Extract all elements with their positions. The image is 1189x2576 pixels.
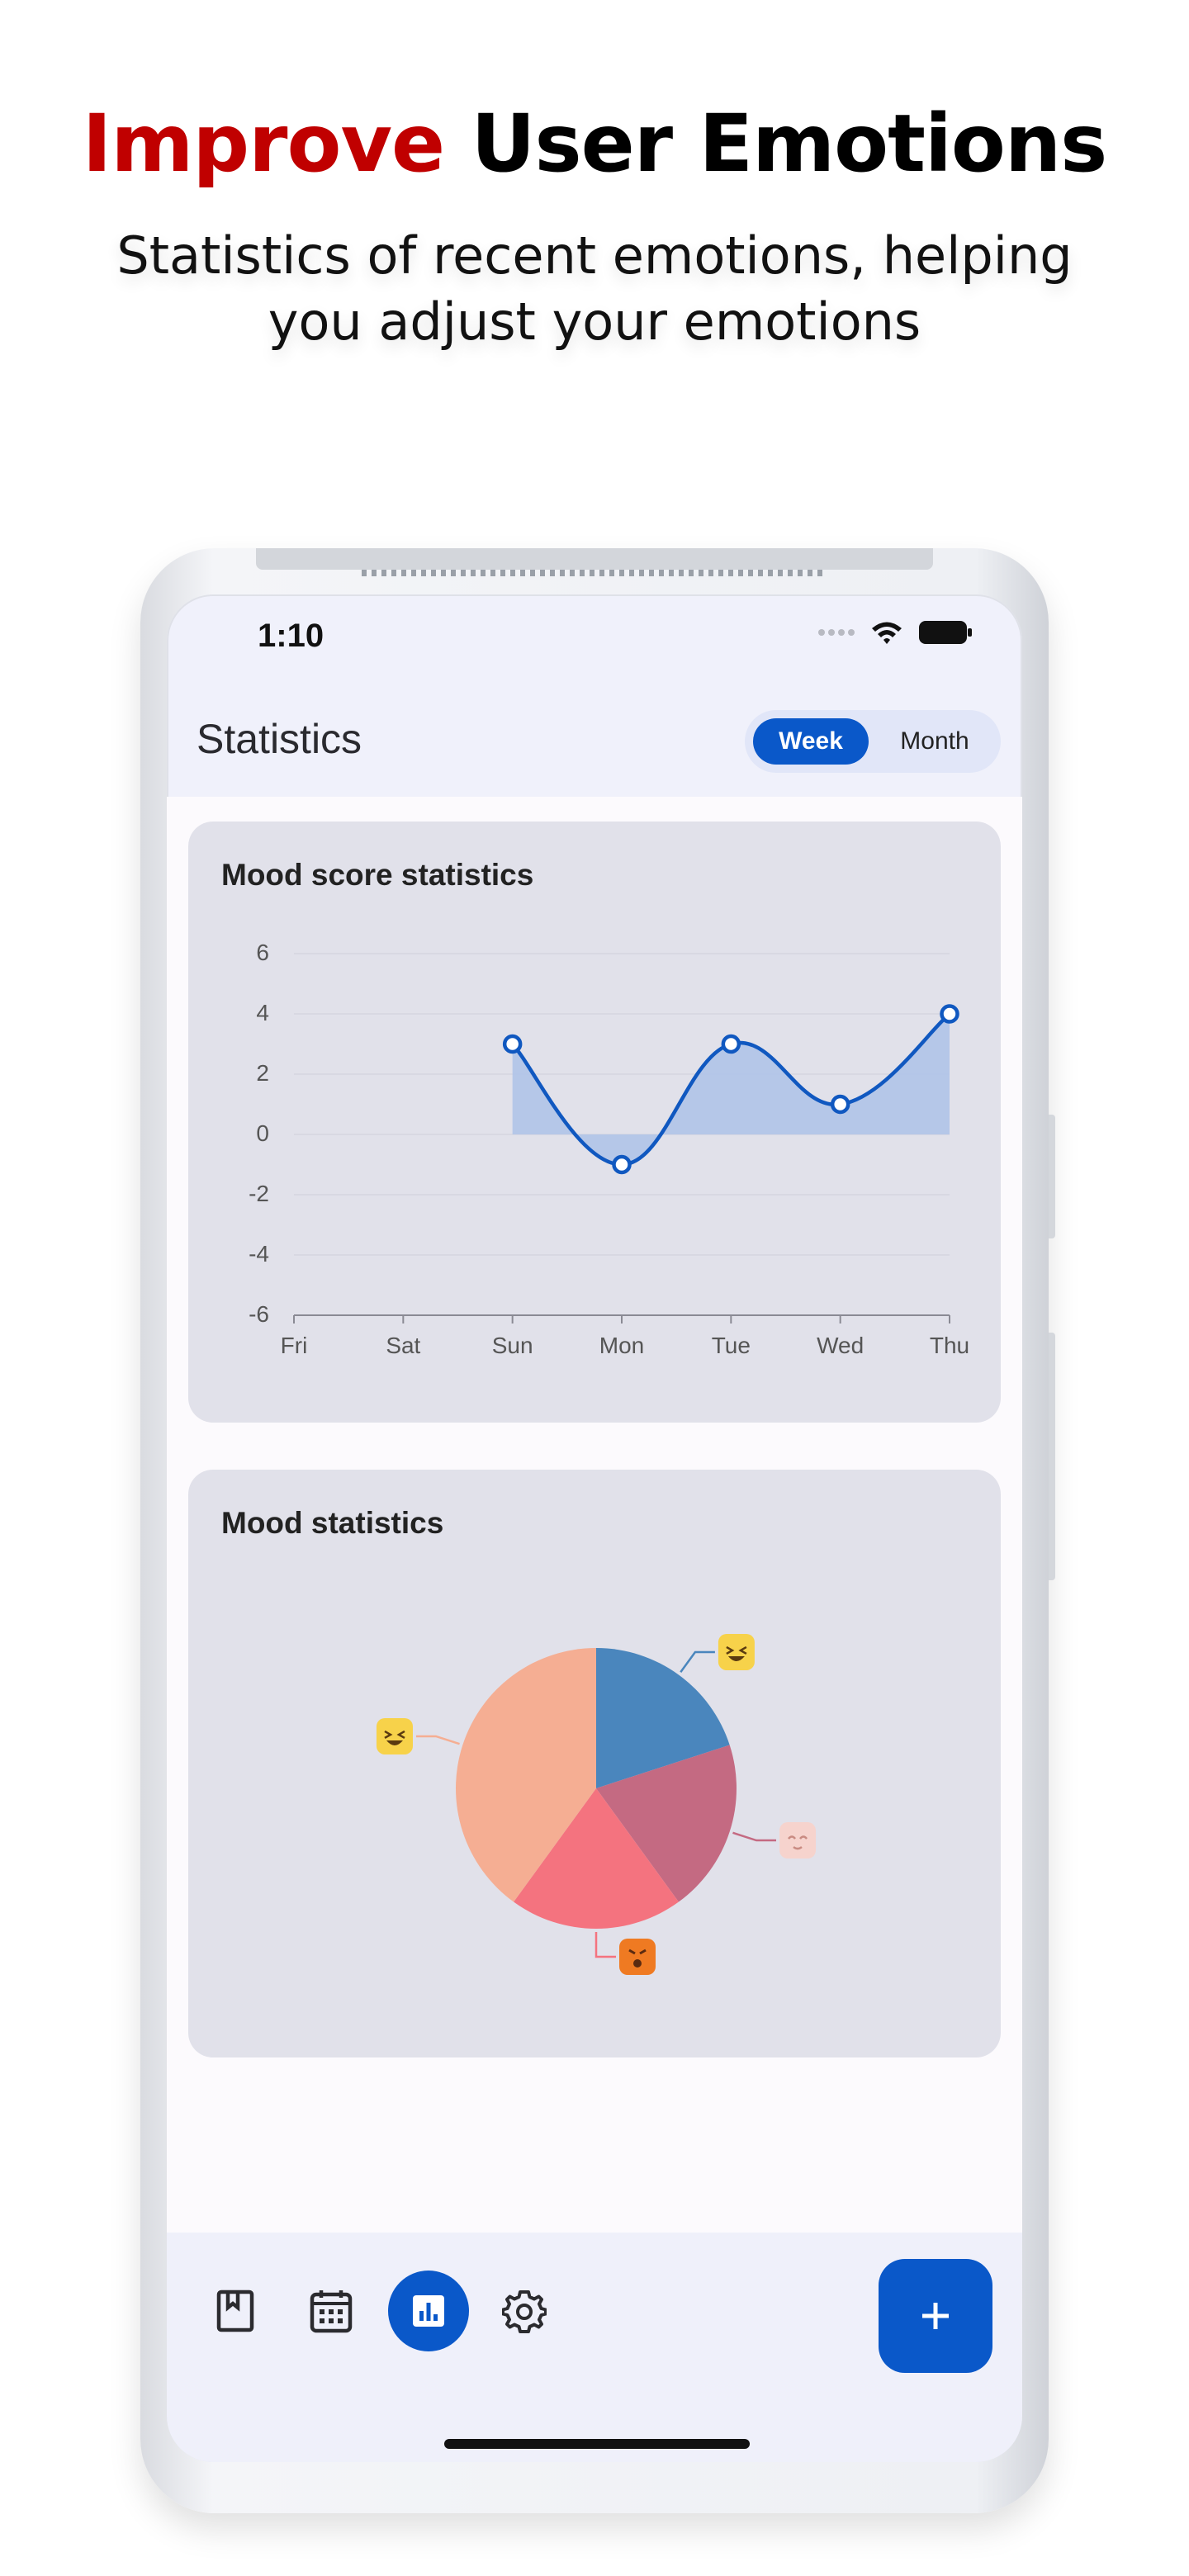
- phone-speaker-grille: [362, 570, 827, 576]
- pie-leader-line: [732, 1831, 777, 1842]
- mood-card: Mood statistics: [188, 1470, 1001, 2057]
- phone-frame: 1:10 Statistics Week Month Moo: [140, 548, 1055, 2513]
- emoji-eyes: [788, 1835, 808, 1840]
- y-tick-label: -2: [249, 1181, 269, 1206]
- y-tick-label: -4: [249, 1241, 269, 1267]
- diary-icon[interactable]: [206, 2282, 264, 2340]
- emoji-brow: [628, 1949, 636, 1955]
- emoji-eyes: [384, 1730, 405, 1740]
- emoji-badge: [779, 1822, 817, 1859]
- emoji-badge: [619, 1939, 656, 1975]
- data-point: [830, 1094, 850, 1115]
- laughing-emoji-icon: [718, 1633, 755, 1670]
- data-point: [612, 1154, 632, 1175]
- pie-leader-line: [680, 1650, 715, 1673]
- status-icons: [817, 619, 973, 646]
- power-button: [1049, 1333, 1055, 1580]
- x-tick-label: Wed: [817, 1333, 864, 1358]
- volume-button: [1049, 1115, 1055, 1238]
- emoji-mouth: [727, 1655, 745, 1661]
- pie-leader-line: [594, 1932, 616, 1958]
- tab-month[interactable]: Month: [900, 727, 969, 755]
- bottom-nav: [167, 2233, 1022, 2462]
- wifi-icon: [872, 622, 902, 644]
- headline-rest: User Emotions: [444, 97, 1108, 190]
- blushing-emoji-icon: [779, 1822, 817, 1859]
- mood-score-title: Mood score statistics: [221, 858, 534, 892]
- y-tick-label: 4: [256, 1000, 269, 1025]
- emoji-mouth: [386, 1740, 403, 1745]
- y-tick-label: 6: [256, 940, 269, 965]
- x-tick-label: Sat: [386, 1333, 420, 1358]
- mood-score-chart: 6 4 2 0 -2 -4 -6 Fri Sat Sun Mon Tue Wed Thu: [249, 940, 969, 1358]
- signal-dots-icon: [818, 629, 855, 636]
- mood-pie-chart: [376, 1633, 817, 1975]
- pie-slice-angry: [514, 1788, 679, 1929]
- battery-icon: [919, 621, 972, 644]
- status-time: 1:10: [258, 618, 324, 654]
- emoji-badge: [718, 1633, 755, 1670]
- y-tick-label: 0: [256, 1120, 269, 1146]
- x-tick-label: Thu: [930, 1333, 969, 1358]
- headline: Improve User Emotions: [0, 97, 1189, 190]
- pie-leader-line: [415, 1735, 460, 1745]
- settings-icon[interactable]: [495, 2282, 553, 2340]
- emoji-badge: [376, 1717, 413, 1754]
- x-tick-label: Tue: [712, 1333, 751, 1358]
- angry-emoji-icon: [619, 1939, 656, 1975]
- x-tick-label: Sun: [492, 1333, 533, 1358]
- content-area: Mood score statistics 6 4 2 0 -2 -4 -6 Fri Sat Su…: [167, 797, 1022, 2233]
- tab-week[interactable]: Week: [753, 718, 869, 765]
- home-indicator: [444, 2439, 750, 2449]
- phone-screen: 1:10 Statistics Week Month Moo: [167, 594, 1022, 2462]
- add-entry-button[interactable]: [879, 2259, 992, 2373]
- period-toggle: Week Month: [745, 710, 1001, 773]
- pie-slice-laughing: [596, 1648, 730, 1788]
- data-point: [502, 1034, 523, 1054]
- emoji-brow: [639, 1949, 647, 1955]
- smiling-emoji-icon: [376, 1717, 413, 1754]
- pie-slice-blushing: [596, 1745, 737, 1902]
- data-point: [940, 1004, 959, 1024]
- emoji-eyes: [726, 1646, 747, 1655]
- headline-accent: Improve: [82, 97, 445, 190]
- subline: Statistics of recent emotions, helping y…: [116, 225, 1073, 352]
- mood-title: Mood statistics: [221, 1506, 444, 1540]
- page-title: Statistics: [197, 716, 362, 762]
- y-tick-label: 2: [256, 1060, 269, 1086]
- pie-slice-smiling: [456, 1648, 596, 1902]
- mood-score-card: Mood score statistics 6 4 2 0 -2 -4 -6 Fri Sat Su…: [188, 822, 1001, 1423]
- series-area: [512, 1014, 950, 1165]
- plus-icon: [922, 2303, 949, 2329]
- statistics-icon[interactable]: [388, 2271, 469, 2351]
- phone-top-edge: [256, 548, 933, 570]
- y-tick-label: -6: [249, 1301, 269, 1327]
- calendar-icon[interactable]: [302, 2282, 360, 2340]
- data-point: [721, 1034, 741, 1054]
- x-tick-label: Mon: [599, 1333, 644, 1358]
- x-tick-label: Fri: [281, 1333, 308, 1358]
- emoji-mouth: [633, 1959, 642, 1968]
- emoji-mouth: [793, 1846, 803, 1850]
